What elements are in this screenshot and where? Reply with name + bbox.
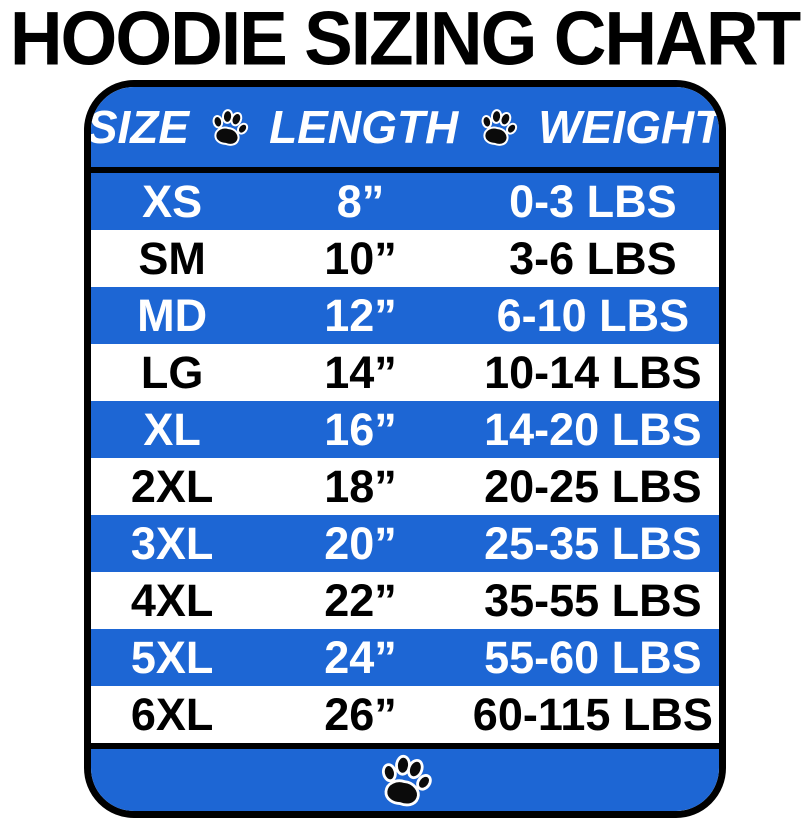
table-row: 4XL 22” 35-55 LBS bbox=[90, 572, 719, 629]
table-body: XS 8” 0-3 LBS SM 10” 3-6 LBS MD 12” 6-10… bbox=[90, 173, 719, 743]
table-row: 6XL 26” 60-115 LBS bbox=[90, 686, 719, 743]
length-cell: 16” bbox=[324, 404, 397, 455]
length-cell: 20” bbox=[324, 518, 397, 569]
weight-cell: 60-115 LBS bbox=[472, 689, 713, 740]
length-cell: 24” bbox=[324, 632, 397, 683]
length-cell: 22” bbox=[324, 575, 397, 626]
weight-cell: 3-6 LBS bbox=[509, 233, 677, 284]
size-cell: 6XL bbox=[130, 689, 214, 740]
weight-cell: 10-14 LBS bbox=[484, 347, 702, 398]
table-row: LG 14” 10-14 LBS bbox=[90, 344, 719, 401]
table-row: 2XL 18” 20-25 LBS bbox=[90, 458, 719, 515]
paw-icon bbox=[478, 107, 518, 147]
length-cell: 12” bbox=[324, 290, 397, 341]
weight-cell: 55-60 LBS bbox=[484, 632, 702, 683]
size-cell: XL bbox=[143, 404, 201, 455]
column-header-weight: WEIGHT bbox=[538, 101, 723, 153]
size-cell: 4XL bbox=[130, 575, 214, 626]
size-cell: SM bbox=[138, 233, 206, 284]
size-cell: LG bbox=[140, 347, 204, 398]
weight-cell: 6-10 LBS bbox=[496, 290, 690, 341]
weight-cell: 14-20 LBS bbox=[484, 404, 702, 455]
table-row: MD 12” 6-10 LBS bbox=[90, 287, 719, 344]
length-cell: 18” bbox=[324, 461, 397, 512]
paw-icon bbox=[377, 752, 433, 808]
column-header-size: SIZE bbox=[86, 101, 190, 153]
header-divider bbox=[90, 167, 719, 173]
size-cell: 5XL bbox=[130, 632, 214, 683]
weight-cell: 25-35 LBS bbox=[484, 518, 702, 569]
size-cell: XS bbox=[142, 176, 203, 227]
length-cell: 8” bbox=[336, 176, 385, 227]
weight-cell: 0-3 LBS bbox=[509, 176, 677, 227]
table-row: XL 16” 14-20 LBS bbox=[90, 401, 719, 458]
table-row: 3XL 20” 25-35 LBS bbox=[90, 515, 719, 572]
table-row: XS 8” 0-3 LBS bbox=[90, 173, 719, 230]
weight-cell: 20-25 LBS bbox=[484, 461, 702, 512]
length-cell: 14” bbox=[324, 347, 397, 398]
length-cell: 26” bbox=[324, 689, 397, 740]
page-title: HOODIE SIZING CHART bbox=[9, 0, 801, 82]
size-cell: 2XL bbox=[130, 461, 214, 512]
weight-cell: 35-55 LBS bbox=[484, 575, 702, 626]
table-header-row: SIZE LENGTH WEIGHT bbox=[90, 87, 723, 167]
table-row: SM 10” 3-6 LBS bbox=[90, 230, 719, 287]
size-cell: 3XL bbox=[130, 518, 214, 569]
table-footer bbox=[90, 749, 719, 811]
sizing-chart-card: SIZE LENGTH WEIGHT XS 8” 0-3 LBS bbox=[83, 80, 726, 818]
footer-divider bbox=[90, 743, 719, 749]
table-row: 5XL 24” 55-60 LBS bbox=[90, 629, 719, 686]
column-header-length: LENGTH bbox=[269, 101, 459, 153]
size-cell: MD bbox=[137, 290, 208, 341]
length-cell: 10” bbox=[324, 233, 397, 284]
paw-icon bbox=[209, 107, 249, 147]
